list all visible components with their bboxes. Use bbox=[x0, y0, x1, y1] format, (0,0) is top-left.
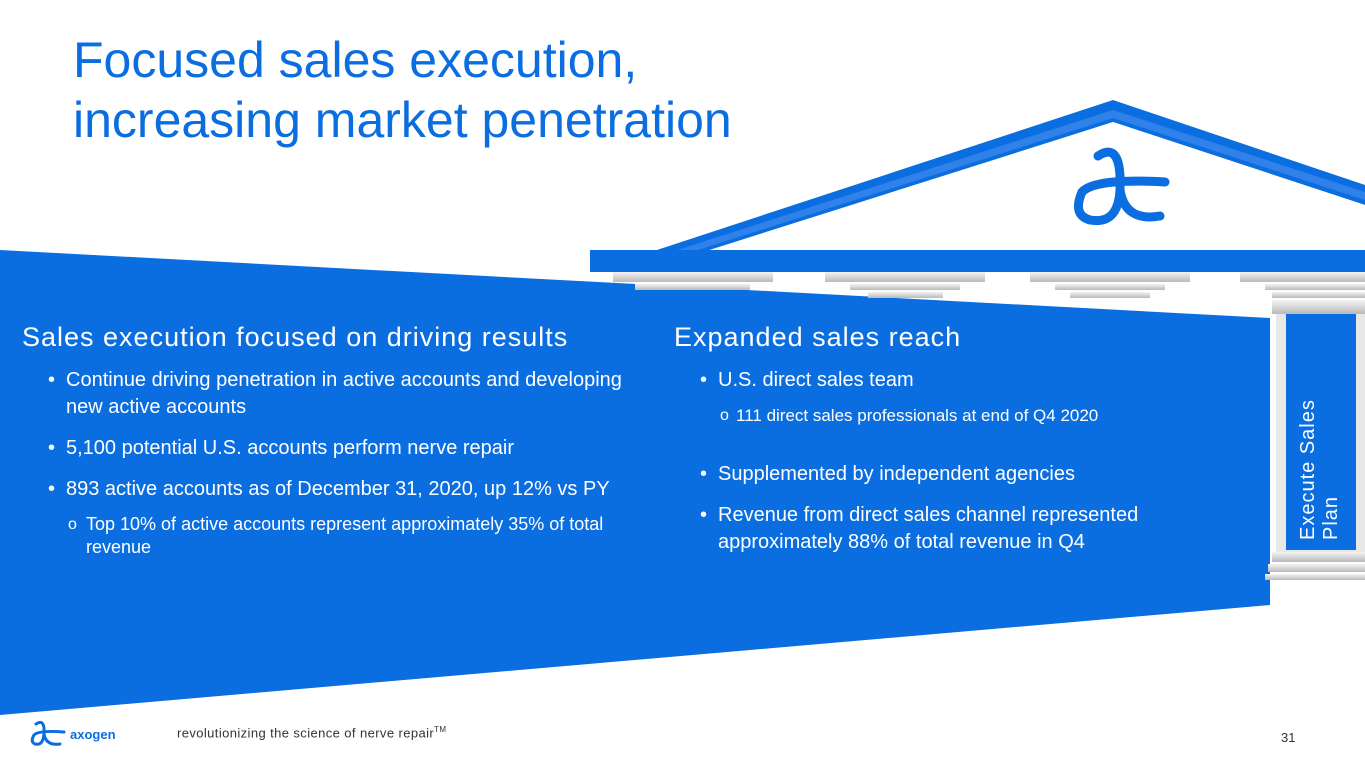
trademark-mark: TM bbox=[434, 725, 447, 734]
title-line-1: Focused sales execution, bbox=[73, 32, 638, 88]
page-title: Focused sales execution, increasing mark… bbox=[73, 30, 833, 150]
axogen-logo-icon bbox=[30, 720, 66, 746]
temple-roof-graphic bbox=[590, 100, 1365, 272]
right-bullet-1: U.S. direct sales team bbox=[674, 367, 1234, 394]
right-sub-bullet-1: 111 direct sales professionals at end of… bbox=[674, 404, 1234, 427]
column-capitals bbox=[613, 272, 1365, 323]
tagline-text: revolutionizing the science of nerve rep… bbox=[177, 725, 435, 741]
axogen-ae-logo-icon bbox=[1073, 147, 1170, 226]
left-bullet-2: 5,100 potential U.S. accounts perform ne… bbox=[22, 435, 632, 462]
left-bullet-3: 893 active accounts as of December 31, 2… bbox=[22, 476, 632, 503]
brand-name: axogen bbox=[70, 726, 116, 742]
left-heading: Sales execution focused on driving resul… bbox=[22, 322, 569, 352]
footer-logo: axogen bbox=[30, 718, 116, 750]
column-graphic bbox=[1265, 314, 1365, 580]
right-column: Expanded sales reach U.S. direct sales t… bbox=[674, 321, 1234, 556]
page-number: 31 bbox=[1281, 730, 1296, 745]
left-bullet-list: Continue driving penetration in active a… bbox=[22, 367, 632, 559]
pillar-label: Execute Sales Plan bbox=[1297, 399, 1342, 540]
left-bullet-1: Continue driving penetration in active a… bbox=[22, 367, 632, 421]
right-bullet-3: Revenue from direct sales channel repres… bbox=[674, 502, 1234, 556]
right-bullet-2: Supplemented by independent agencies bbox=[674, 461, 1234, 488]
left-sub-bullet-1: Top 10% of active accounts represent app… bbox=[22, 513, 632, 559]
right-heading: Expanded sales reach bbox=[674, 322, 962, 352]
footer-tagline: revolutionizing the science of nerve rep… bbox=[177, 725, 446, 740]
right-bullet-list: U.S. direct sales team 111 direct sales … bbox=[674, 367, 1234, 556]
left-column: Sales execution focused on driving resul… bbox=[22, 321, 632, 559]
title-line-2: increasing market penetration bbox=[73, 92, 732, 148]
